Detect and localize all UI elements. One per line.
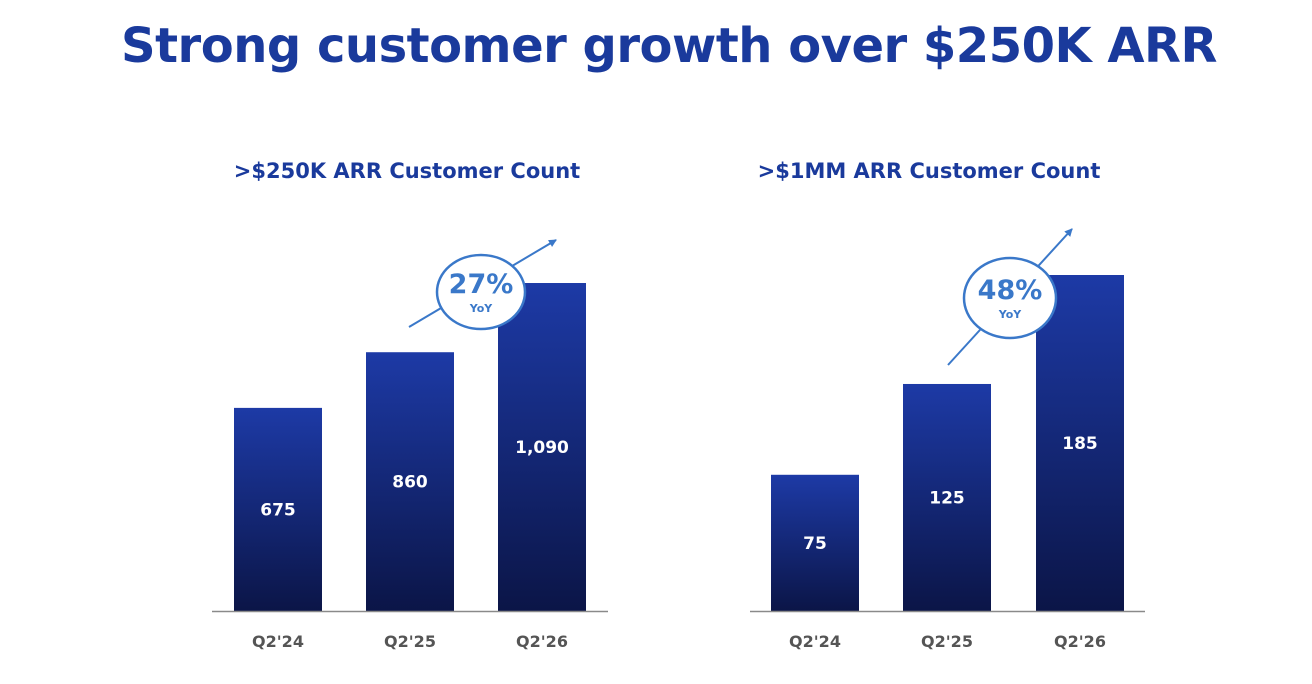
page-title: Strong customer growth over $250K ARR xyxy=(121,18,1217,74)
bar-value-label: 75 xyxy=(803,534,827,554)
bar-value-label: 860 xyxy=(392,473,428,493)
yoy-label: YoY xyxy=(469,302,494,315)
chart-1: >$250K ARR Customer Count 675 Q2'24 860 Q2'2… xyxy=(212,159,608,651)
bar-value-label: 675 xyxy=(260,500,296,520)
bar xyxy=(1036,275,1124,611)
chart-title: >$250K ARR Customer Count xyxy=(234,159,580,183)
chart-title: >$1MM ARR Customer Count xyxy=(758,159,1101,183)
bar xyxy=(903,383,991,611)
x-tick-label: Q2'26 xyxy=(1054,632,1106,651)
bar xyxy=(234,407,322,611)
x-tick-label: Q2'26 xyxy=(516,632,568,651)
x-tick-label: Q2'24 xyxy=(789,632,841,651)
yoy-callout xyxy=(962,256,1058,340)
bar xyxy=(366,352,454,611)
yoy-growth-value: 27% xyxy=(449,269,514,300)
yoy-callout xyxy=(435,253,527,331)
x-tick-label: Q2'25 xyxy=(384,632,436,651)
chart-2: >$1MM ARR Customer Count 75 Q2'24 125 Q2'25 1… xyxy=(750,159,1145,651)
x-tick-label: Q2'24 xyxy=(252,632,304,651)
x-tick-label: Q2'25 xyxy=(921,632,973,651)
bar-value-label: 185 xyxy=(1062,434,1098,454)
yoy-label: YoY xyxy=(998,308,1023,321)
bar-value-label: 1,090 xyxy=(515,438,569,458)
bar xyxy=(771,474,859,611)
bar xyxy=(498,283,586,611)
yoy-growth-value: 48% xyxy=(978,275,1043,306)
bar-value-label: 125 xyxy=(929,488,965,508)
